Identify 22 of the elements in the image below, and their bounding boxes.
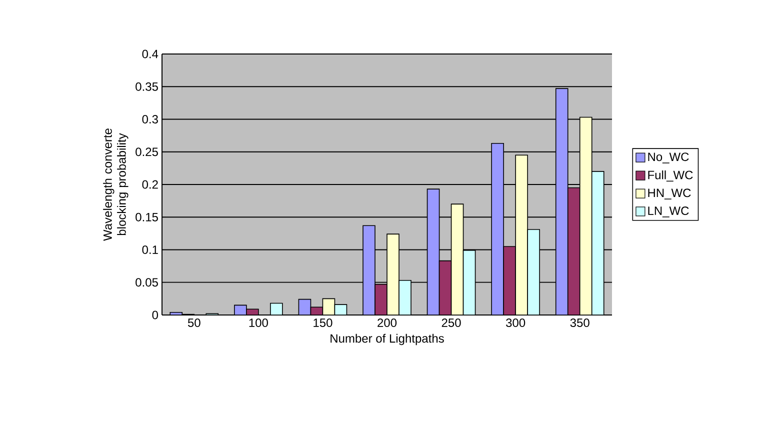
x-tick-label: 250 xyxy=(442,318,461,328)
x-tick-label: 300 xyxy=(506,318,526,328)
y-tick-label: 0.4 xyxy=(142,50,158,58)
y-tick-label: 0.2 xyxy=(142,180,158,189)
y-tick-label: 0.05 xyxy=(136,278,158,287)
x-tick-label: 200 xyxy=(378,318,397,328)
y-tick-label: 0.25 xyxy=(136,148,158,156)
x-tick-label: 150 xyxy=(314,318,332,328)
x-tick-label: 100 xyxy=(249,318,268,328)
y-tick-label: 0.1 xyxy=(142,245,158,254)
x-tick-label: 350 xyxy=(570,318,590,328)
y-tick-label: 0.15 xyxy=(136,212,158,222)
y-axis-title: Wavelength converte blocking probability xyxy=(103,128,128,241)
legend-label: No_WC xyxy=(648,152,689,164)
x-tick-label: 50 xyxy=(188,318,200,328)
legend-label: Full_WC xyxy=(648,170,693,182)
y-tick-label: 0.3 xyxy=(142,115,158,124)
y-tick-label: 0.35 xyxy=(136,82,158,91)
x-axis-title: Number of Lightpaths xyxy=(330,334,444,346)
legend-label: LN_WC xyxy=(648,206,689,218)
y-tick-label: 0 xyxy=(152,310,158,320)
legend-label: HN_WC xyxy=(648,188,691,200)
